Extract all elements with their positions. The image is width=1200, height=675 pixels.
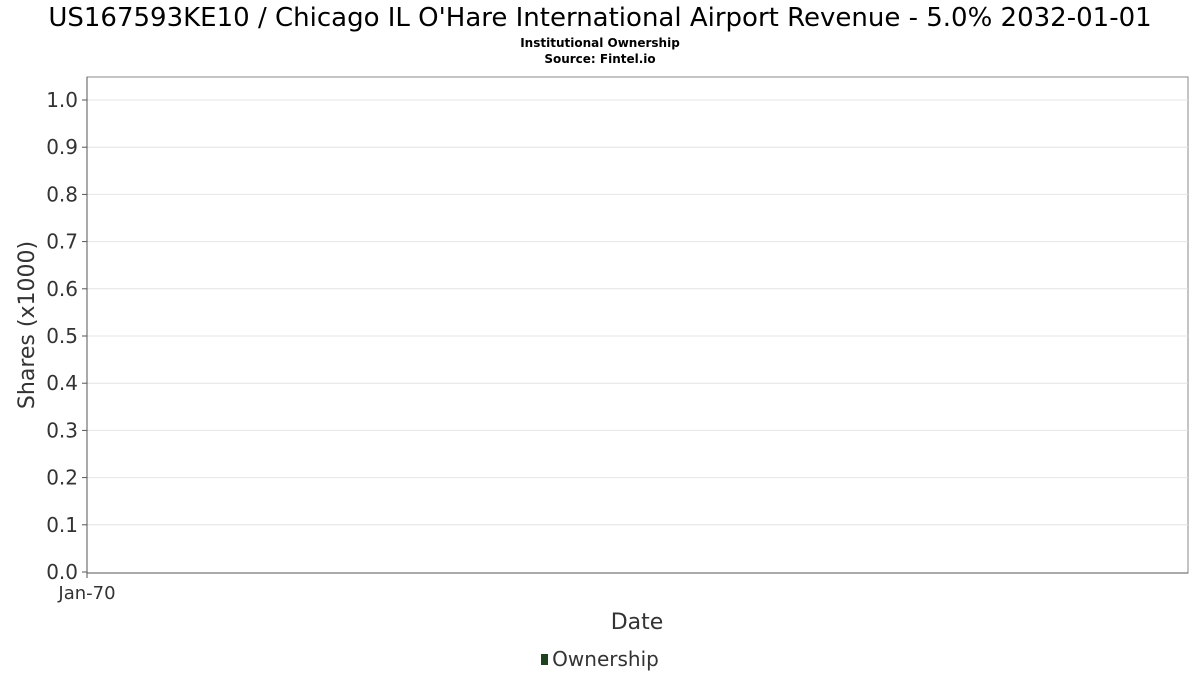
legend-label-ownership: Ownership [552,647,659,671]
grid-lines [87,99,1188,526]
chart-subtitle: Institutional Ownership [520,36,680,50]
y-tick-label: 0.7 [46,230,78,254]
y-tick-label: 0.5 [46,324,78,348]
y-tick-label: 1.0 [46,88,78,112]
x-axis-title: Date [611,610,664,635]
y-tick-label: 0.1 [46,513,78,537]
y-tick-label: 0.6 [46,277,78,301]
y-axis-title: Shares (x1000) [15,241,40,409]
y-tick-label: 0.0 [46,560,78,584]
legend: Ownership [0,646,1200,672]
plot-area [86,76,1189,574]
chart-title: US167593KE10 / Chicago IL O'Hare Interna… [48,3,1152,33]
y-tick-label: 0.8 [46,182,78,206]
y-tick-label: 0.4 [46,371,78,395]
y-tick-label: 0.9 [46,135,78,159]
x-axis-ticks: Jan-70 [57,573,116,604]
legend-swatch-ownership [541,654,549,665]
y-tick-label: 0.2 [46,466,78,490]
y-tick-label: 0.3 [46,418,78,442]
y-axis-ticks: 0.0 0.1 0.2 0.3 0.4 0.5 0.6 0.7 0.8 0.9 1.0 [46,88,87,584]
x-tick-label: Jan-70 [57,583,115,604]
chart-source: Source: Fintel.io [544,52,656,66]
